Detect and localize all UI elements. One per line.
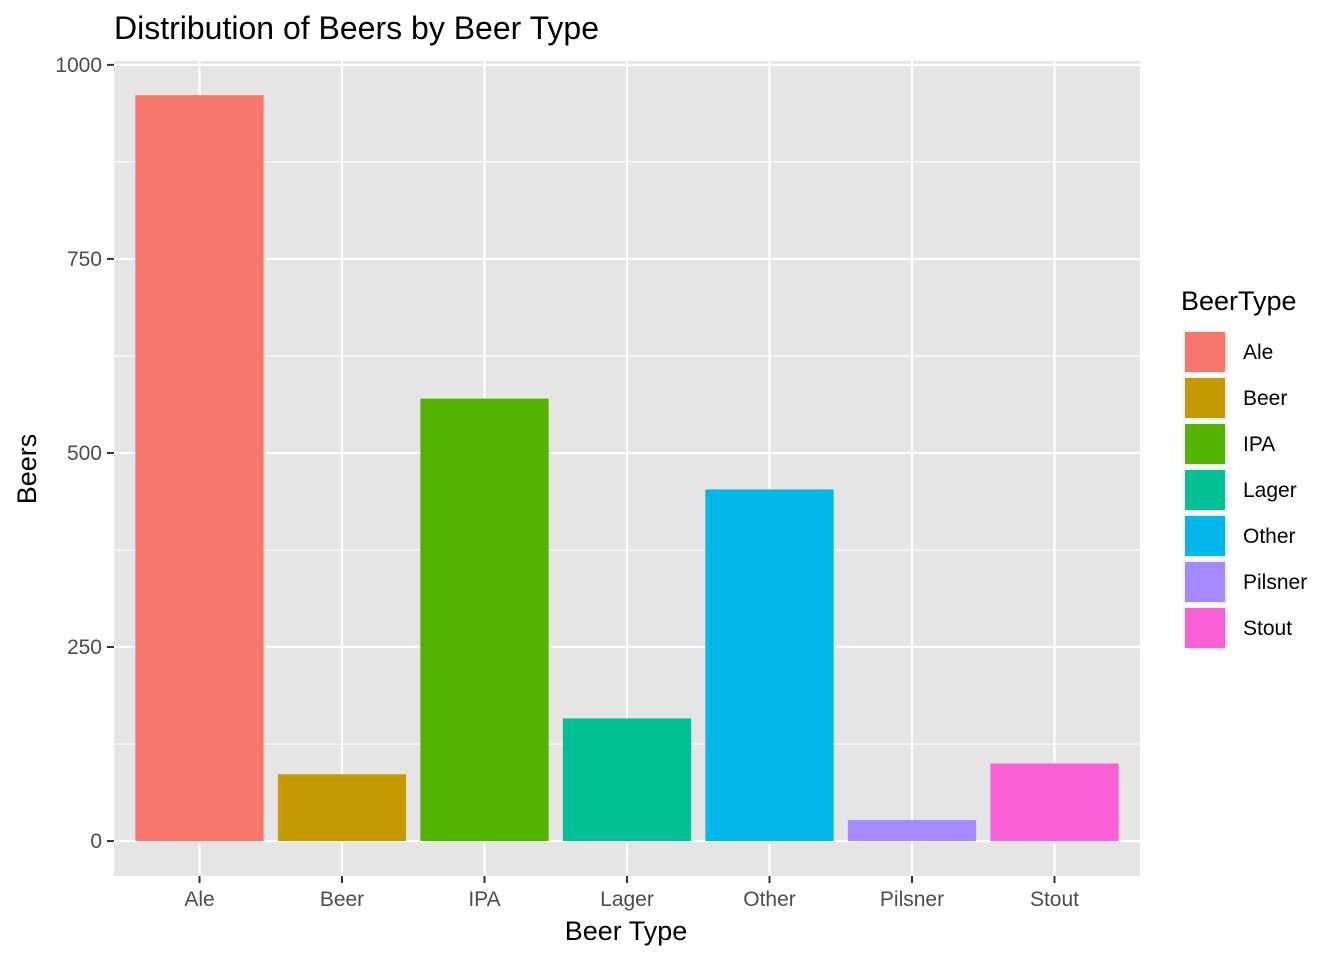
legend: BeerType Ale Beer IPA Lager Other Pilsner Stou… [1181,286,1307,650]
legend-swatch-stout [1185,608,1225,648]
y-tick-label: 500 [67,442,102,465]
x-axis-title: Beer Type [565,916,688,946]
y-axis-title: Beers [12,434,42,505]
legend-swatch-beer [1185,378,1225,418]
x-tick-label: Stout [1030,888,1079,911]
y-axis: 0 250 500 750 1000 [55,54,114,853]
x-tick-label: Beer [320,888,364,911]
chart-title: Distribution of Beers by Beer Type [114,10,599,46]
x-tick-label: Ale [184,888,214,911]
bar-other [705,489,834,842]
legend-swatch-pilsner [1185,562,1225,602]
bar-beer [277,774,407,842]
bar-ipa [420,398,549,842]
legend-label: Pilsner [1243,571,1307,594]
bar-lager [562,718,692,842]
legend-label: Other [1243,525,1296,548]
x-tick-label: Lager [600,888,654,911]
bars [135,95,1119,842]
bar-ale [135,95,264,842]
y-tick-label: 1000 [55,54,102,77]
legend-swatch-other [1185,516,1225,556]
legend-title: BeerType [1181,286,1297,316]
y-tick-label: 250 [67,636,102,659]
legend-label: Beer [1243,387,1287,410]
x-tick-label: Pilsner [880,888,944,911]
legend-swatch-lager [1185,470,1225,510]
y-tick-label: 0 [90,830,102,853]
legend-label: Stout [1243,617,1292,640]
bar-stout [990,763,1119,842]
legend-swatch-ipa [1185,424,1225,464]
x-tick-label: Other [743,888,796,911]
bar-pilsner [847,820,977,842]
x-axis: Ale Beer IPA Lager Other Pilsner Stout [184,876,1079,911]
legend-label: Lager [1243,479,1297,502]
legend-swatch-ale [1185,332,1225,372]
legend-label: IPA [1243,433,1275,456]
legend-label: Ale [1243,341,1273,364]
x-tick-label: IPA [468,888,500,911]
y-tick-label: 750 [67,248,102,271]
